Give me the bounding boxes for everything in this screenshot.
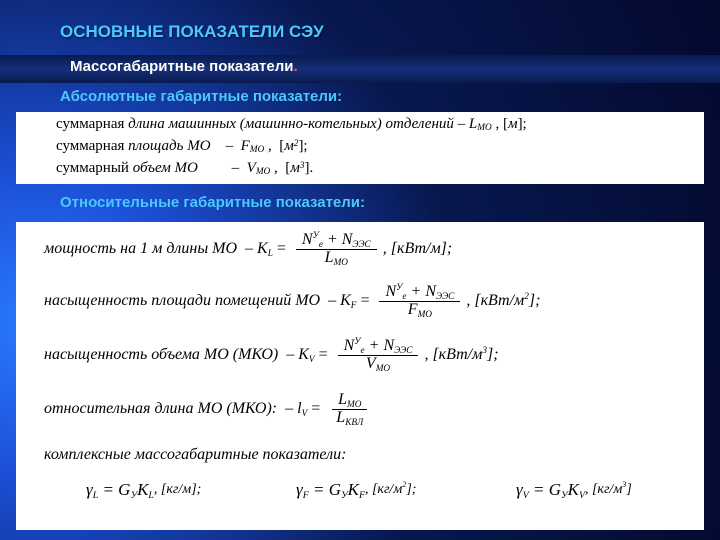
abs-line-volume: суммарный объем МО – VМО , [м3].: [56, 160, 313, 177]
complex-gl: γL = GУKL , [кг/м];: [86, 480, 201, 500]
rel-row-lv: относительная длина МО (МКО): – lV = LМО…: [44, 392, 686, 427]
rel-row-kl: мощность на 1 м длины МО – KL = NУe + NЭ…: [44, 232, 686, 267]
subtitle-mass: Массогабаритные показатели.: [70, 58, 298, 75]
relative-panel: мощность на 1 м длины МО – KL = NУe + NЭ…: [16, 222, 704, 530]
page-title: ОСНОВНЫЕ ПОКАЗАТЕЛИ СЭУ: [60, 22, 324, 42]
rel-row-kv: насыщенность объема МО (МКО) – KV = NУe …: [44, 338, 686, 373]
abs-line-length: суммарная длина машинных (машинно-котель…: [56, 116, 527, 133]
absolute-panel: суммарная длина машинных (машинно-котель…: [16, 112, 704, 184]
complex-label: комплексные массогабаритные показатели:: [44, 446, 686, 464]
complex-gv: γV = GУKV , [кг/м3]: [516, 480, 632, 500]
subtitle-absolute: Абсолютные габаритные показатели:: [60, 88, 342, 105]
subtitle-relative: Относительные габаритные показатели:: [60, 194, 365, 211]
abs-line-area: суммарная площадь МО – FМО , [м2];: [56, 138, 308, 155]
rel-row-kf: насыщенность площади помещений МО – KF =…: [44, 284, 686, 319]
complex-gf: γF = GУKF , [кг/м2];: [296, 480, 416, 500]
